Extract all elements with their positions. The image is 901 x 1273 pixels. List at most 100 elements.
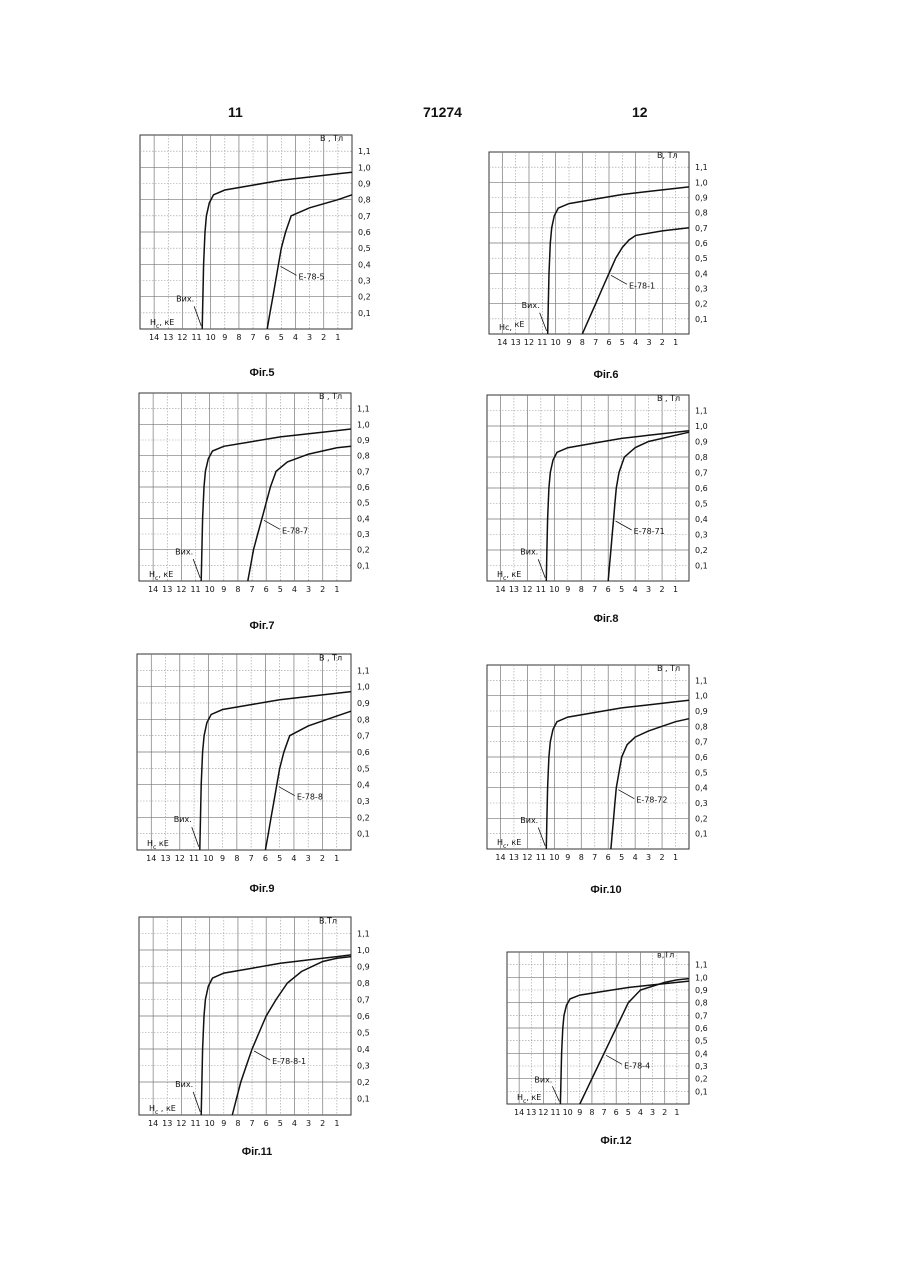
y-tick-label: 0,7 bbox=[695, 738, 708, 747]
y-tick-label: 0,4 bbox=[695, 515, 708, 524]
x-axis-label-unit: , кЕ bbox=[159, 318, 174, 327]
x-tick-label: 6 bbox=[614, 1108, 619, 1117]
x-tick-label: 7 bbox=[602, 1108, 607, 1117]
series-label: Е-78-4 bbox=[624, 1061, 650, 1070]
x-tick-label: 4 bbox=[292, 1119, 297, 1128]
x-tick-label: 12 bbox=[175, 854, 185, 863]
x-tick-label: 4 bbox=[292, 585, 297, 594]
x-axis-label: Нс, кЕ bbox=[150, 318, 174, 330]
x-tick-label: 5 bbox=[278, 585, 283, 594]
x-tick-label: 7 bbox=[593, 338, 598, 347]
y-tick-label: 1,0 bbox=[695, 422, 708, 431]
x-tick-label: 12 bbox=[538, 1108, 548, 1117]
y-tick-label: 0,5 bbox=[695, 254, 708, 263]
x-tick-label: 10 bbox=[205, 1119, 215, 1128]
x-tick-label: 9 bbox=[222, 333, 227, 342]
figure-f5: 14131211109876543211,11,00,90,80,70,60,5… bbox=[138, 133, 388, 355]
y-tick-label: 0,6 bbox=[695, 484, 708, 493]
y-tick-label: 0,4 bbox=[695, 1049, 708, 1058]
y-tick-label: 0,6 bbox=[695, 1024, 708, 1033]
y-tick-label: 0,1 bbox=[695, 830, 708, 839]
x-tick-label: 13 bbox=[162, 1119, 172, 1128]
x-tick-label: 13 bbox=[509, 585, 519, 594]
x-tick-label: 10 bbox=[549, 585, 559, 594]
y-tick-label: 0,7 bbox=[358, 212, 371, 221]
x-tick-label: 3 bbox=[646, 853, 651, 862]
original-leader-line bbox=[552, 1086, 559, 1101]
series-leader-line bbox=[281, 266, 297, 275]
x-tick-label: 12 bbox=[176, 585, 186, 594]
series-leader-line bbox=[616, 521, 632, 530]
patent-number: 71274 bbox=[423, 104, 462, 120]
x-tick-label: 11 bbox=[190, 1119, 200, 1128]
y-tick-label: 0,1 bbox=[695, 1087, 708, 1096]
x-tick-label: 5 bbox=[619, 853, 624, 862]
x-tick-label: 14 bbox=[497, 338, 507, 347]
chart-svg: 14131211109876543211,11,00,90,80,70,60,5… bbox=[487, 150, 725, 360]
y-tick-label: 1,1 bbox=[695, 961, 708, 970]
y-tick-label: 0,5 bbox=[695, 500, 708, 509]
x-tick-label: 6 bbox=[606, 585, 611, 594]
y-axis-label: В, Тл bbox=[657, 151, 678, 160]
x-tick-label: 6 bbox=[265, 333, 270, 342]
x-tick-label: 8 bbox=[579, 853, 584, 862]
original-label: Вих. bbox=[534, 1075, 552, 1084]
y-tick-label: 0,2 bbox=[695, 546, 708, 555]
x-tick-label: 3 bbox=[306, 854, 311, 863]
original-label: Вих. bbox=[174, 815, 192, 824]
original-leader-line bbox=[538, 828, 545, 846]
page-number-right: 12 bbox=[632, 104, 648, 120]
y-tick-label: 0,5 bbox=[695, 1037, 708, 1046]
figure-f6: 14131211109876543211,11,00,90,80,70,60,5… bbox=[487, 150, 725, 360]
y-tick-label: 1,0 bbox=[695, 973, 708, 982]
original-leader-line bbox=[538, 559, 545, 578]
y-tick-label: 1,0 bbox=[357, 420, 370, 429]
series-label: Е-78-1 bbox=[629, 281, 655, 290]
y-tick-label: 0,8 bbox=[357, 452, 370, 461]
figure-f8: 14131211109876543211,11,00,90,80,70,60,5… bbox=[485, 393, 725, 607]
series-label: Е-78-8-1 bbox=[272, 1057, 306, 1066]
x-tick-label: 13 bbox=[509, 853, 519, 862]
x-tick-label: 8 bbox=[580, 338, 585, 347]
x-tick-label: 11 bbox=[189, 854, 199, 863]
x-tick-label: 3 bbox=[306, 585, 311, 594]
y-tick-label: 1,1 bbox=[695, 676, 708, 685]
y-tick-label: 0,5 bbox=[357, 499, 370, 508]
figure-caption: Фіг.10 bbox=[581, 884, 631, 896]
x-axis-label-unit: , кЕ bbox=[526, 1093, 541, 1102]
x-tick-label: 9 bbox=[221, 585, 226, 594]
y-tick-label: 0,9 bbox=[695, 194, 708, 203]
y-tick-label: 0,7 bbox=[695, 224, 708, 233]
x-tick-label: 9 bbox=[566, 338, 571, 347]
y-tick-label: 0,1 bbox=[358, 309, 371, 318]
y-tick-label: 0,3 bbox=[357, 797, 370, 806]
y-tick-label: 0,6 bbox=[357, 748, 370, 757]
series-label: Е-78-7 bbox=[282, 526, 308, 535]
x-tick-label: 2 bbox=[320, 585, 325, 594]
x-tick-label: 11 bbox=[537, 338, 547, 347]
x-tick-label: 12 bbox=[177, 333, 187, 342]
series-leader-line bbox=[279, 787, 295, 796]
x-tick-label: 8 bbox=[235, 585, 240, 594]
figure-caption: Фіг.9 bbox=[237, 883, 287, 895]
y-tick-label: 0,8 bbox=[695, 722, 708, 731]
figure-caption: Фіг.12 bbox=[591, 1135, 641, 1147]
y-tick-label: 0,8 bbox=[695, 999, 708, 1008]
x-axis-label-unit: , кЕ bbox=[158, 1104, 176, 1113]
y-tick-label: 0,5 bbox=[695, 768, 708, 777]
y-tick-label: 0,9 bbox=[357, 699, 370, 708]
x-tick-label: 11 bbox=[190, 585, 200, 594]
y-tick-label: 0,7 bbox=[695, 1011, 708, 1020]
y-tick-label: 0,1 bbox=[695, 315, 708, 324]
x-tick-label: 7 bbox=[250, 1119, 255, 1128]
x-tick-label: 10 bbox=[206, 333, 216, 342]
y-tick-label: 0,1 bbox=[357, 1095, 370, 1104]
x-tick-label: 3 bbox=[650, 1108, 655, 1117]
y-axis-label: В , Тл bbox=[657, 394, 680, 403]
x-tick-label: 7 bbox=[250, 585, 255, 594]
x-axis-label-h: Нс, bbox=[499, 323, 512, 332]
figure-f9: 14131211109876543211,11,00,90,80,70,60,5… bbox=[135, 652, 387, 876]
x-tick-label: 14 bbox=[514, 1108, 524, 1117]
y-tick-label: 0,6 bbox=[357, 1012, 370, 1021]
y-axis-label: В , Тл bbox=[319, 392, 342, 401]
